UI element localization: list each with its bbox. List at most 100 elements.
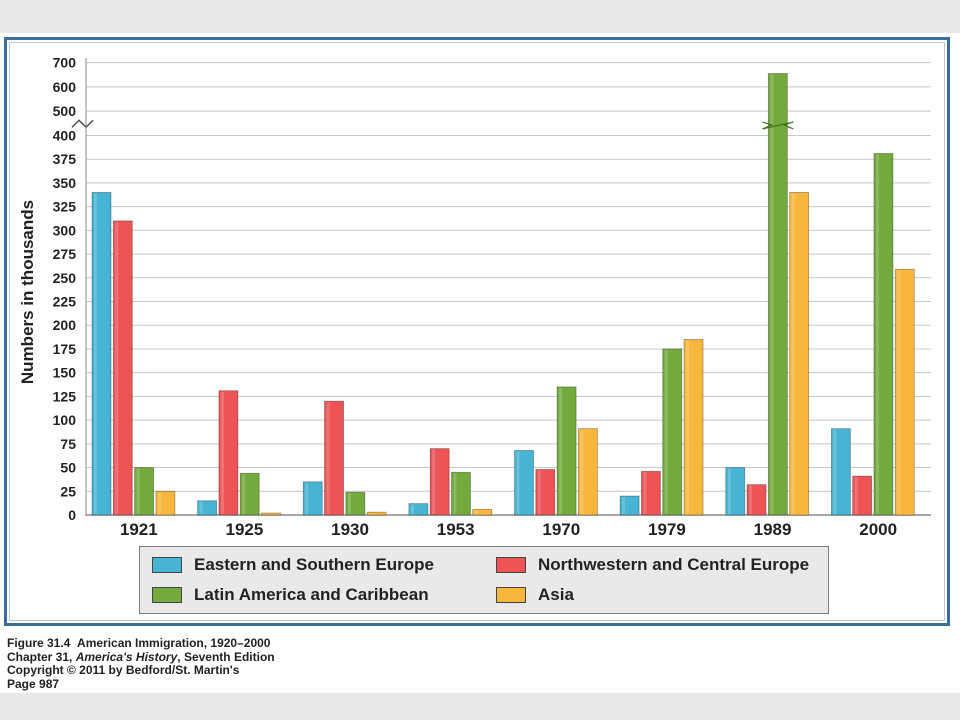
legend-item-series-2: Northwestern and Central Europe [496, 555, 809, 575]
bar-1-1925 [197, 500, 218, 516]
bar-highlight [833, 429, 837, 514]
bar-highlight [453, 473, 457, 514]
bar-break-marker [762, 121, 794, 130]
bar-highlight [136, 468, 140, 514]
bar-2-2000 [852, 475, 873, 516]
bar-highlight [410, 504, 414, 514]
bar-1-1970 [514, 450, 534, 516]
bar-highlight [326, 402, 330, 514]
y-tick-label: 0 [68, 507, 76, 523]
bar-highlight [242, 474, 246, 514]
bar-4-1921 [155, 490, 176, 516]
y-tick-label: 175 [53, 341, 77, 357]
x-tick-label: 1921 [120, 520, 158, 539]
bar-3-1979 [662, 348, 683, 516]
bar-highlight [115, 221, 119, 514]
bar-2-1930 [324, 400, 344, 516]
y-tick-label: 25 [60, 483, 76, 499]
y-tick-label: 150 [53, 365, 77, 381]
caption-figure-line: Figure 31.4 American Immigration, 1920–2… [7, 636, 275, 651]
bar-highlight [432, 449, 436, 514]
bar-highlight [559, 387, 563, 514]
legend-label-series-2: Northwestern and Central Europe [538, 555, 810, 574]
legend-swatch-series-4 [496, 587, 526, 603]
y-tick-label: 400 [53, 127, 77, 143]
bar-3-1970 [556, 386, 577, 516]
legend-item-series-1: Eastern and Southern Europe [152, 555, 434, 575]
bar-1-1989 [725, 467, 746, 516]
x-tick-label: 2000 [859, 520, 897, 539]
bar-4-1970 [578, 428, 598, 516]
bar-3-1953 [451, 471, 471, 516]
caption-page: Page 987 [7, 676, 60, 691]
x-tick-label: 1930 [331, 520, 369, 539]
chart-legend: Eastern and Southern Europe Northwestern… [139, 546, 829, 614]
y-tick-label: 200 [53, 317, 77, 333]
bar-highlight [727, 468, 731, 514]
legend-item-series-3: Latin America and Caribbean [152, 585, 429, 605]
legend-swatch-series-2 [496, 557, 526, 573]
x-tick-label: 1953 [437, 520, 475, 539]
y-tick-label: 225 [53, 294, 77, 310]
bar-highlight [770, 74, 774, 514]
caption-chapter-line: Chapter 31, America's History, Seventh E… [7, 649, 275, 665]
y-tick-label: 75 [60, 436, 76, 452]
legend-item-series-4: Asia [496, 585, 574, 605]
bar-2-1989 [746, 484, 767, 516]
bar-highlight [664, 349, 668, 514]
caption-figure-number: Figure 31.4 [7, 636, 71, 650]
bar-highlight [369, 513, 373, 514]
legend-label-series-1: Eastern and Southern Europe [194, 555, 434, 574]
y-tick-label: 100 [53, 412, 77, 428]
x-tick-label: 1979 [648, 520, 686, 539]
bar-chart: 0 25 50 75 100 125 150 175 200 225 250 275 300 325 350… [18, 55, 931, 539]
bar-2-1953 [429, 448, 450, 516]
bar-highlight [749, 485, 753, 514]
bar-3-1925 [239, 472, 260, 516]
bar-highlight [199, 501, 203, 514]
bar-1-2000 [830, 428, 851, 516]
bar-highlight [347, 493, 351, 514]
y-tick-label: 700 [53, 55, 77, 71]
bar-highlight [537, 470, 541, 514]
legend-swatch-series-3 [152, 587, 182, 603]
bar-4-2000 [894, 268, 915, 516]
bar-highlight [897, 270, 901, 514]
bar-2-1925 [218, 390, 239, 516]
bar-highlight [643, 472, 647, 514]
y-tick-label: 50 [60, 460, 76, 476]
figure-frame-inner-border [9, 42, 945, 621]
y-tick-label: 275 [53, 246, 77, 262]
bar-1-1953 [408, 503, 429, 516]
legend-label-series-3: Latin America and Caribbean [194, 585, 429, 604]
bar-2-1970 [535, 469, 556, 516]
figure-caption: Figure 31.4 American Immigration, 1920–2… [7, 636, 275, 691]
x-tick-label: 1925 [226, 520, 264, 539]
y-tick-label: 600 [53, 79, 77, 95]
legend-label-series-4: Asia [538, 585, 574, 604]
legend-swatch-series-1 [152, 557, 182, 573]
bar-2-1979 [641, 470, 661, 516]
y-axis-title: Numbers in thousands [18, 200, 37, 384]
bar-highlight [854, 477, 858, 514]
bar-highlight [791, 193, 795, 514]
caption-copyright: Copyright © 2011 by Bedford/St. Martin's [7, 663, 240, 677]
bar-4-1989 [789, 192, 810, 516]
bar-4-1953 [472, 508, 493, 516]
caption-book-title: America's History [75, 649, 178, 664]
bar-3-1930 [345, 491, 366, 516]
bar-1-1930 [302, 481, 323, 516]
caption-chapter: Chapter 31, [7, 649, 76, 664]
bar-4-1979 [683, 339, 704, 516]
caption-edition: , Seventh Edition [177, 649, 275, 664]
y-tick-label: 375 [53, 151, 77, 167]
bar-2-1921 [112, 220, 133, 516]
caption-figure-title: American Immigration, 1920–2000 [77, 636, 271, 650]
bar-4-1930 [366, 511, 387, 516]
bar-highlight [875, 154, 879, 514]
x-tick-label: 1970 [542, 520, 580, 539]
bar-highlight [474, 510, 478, 514]
bar-3-2000 [873, 153, 894, 516]
x-tick-label: 1989 [754, 520, 792, 539]
